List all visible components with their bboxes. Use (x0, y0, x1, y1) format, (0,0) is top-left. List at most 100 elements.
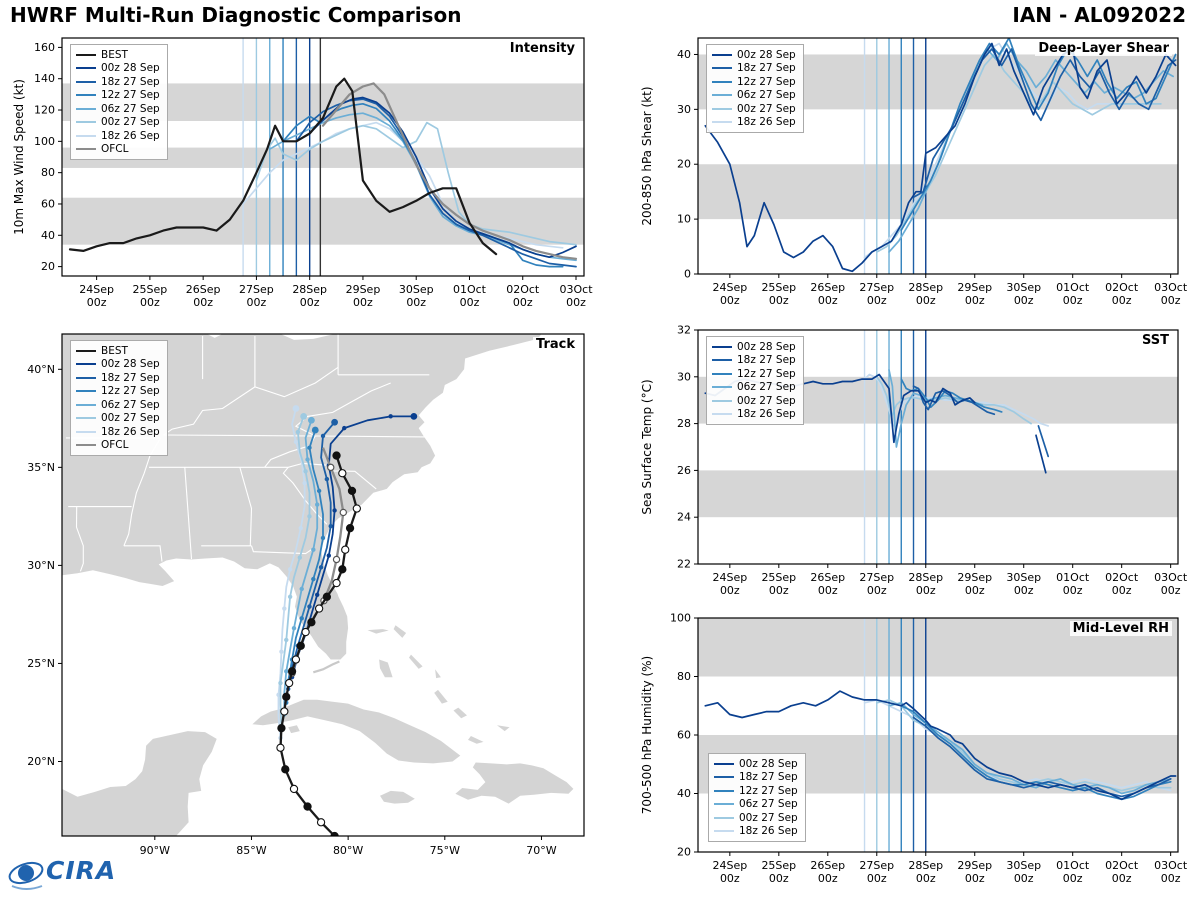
series-00z-28-Sep (1035, 434, 1047, 474)
series-00z-27-Sep (255, 121, 577, 246)
svg-text:00z: 00z (460, 296, 480, 309)
svg-text:00z: 00z (769, 872, 789, 885)
series-BEST (68, 77, 498, 256)
legend-label: 12z 27 Sep (739, 784, 798, 797)
legend-label: 18z 26 Sep (101, 129, 160, 142)
model-track-point (315, 502, 320, 507)
svg-text:80°W: 80°W (333, 844, 363, 857)
legend-item: 00z 28 Sep (712, 48, 796, 62)
legend-line-swatch (76, 121, 96, 124)
svg-text:00z: 00z (193, 296, 213, 309)
svg-text:20: 20 (677, 158, 691, 171)
legend-item: 12z 27 Sep (714, 784, 798, 798)
legend-label: 00z 28 Sep (101, 62, 160, 75)
page-title: HWRF Multi-Run Diagnostic Comparison (10, 3, 462, 27)
svg-text:29Sep: 29Sep (957, 571, 992, 584)
svg-text:28Sep: 28Sep (908, 571, 943, 584)
svg-text:22: 22 (677, 558, 691, 571)
land-polygon (468, 736, 484, 744)
model-track-point (307, 445, 312, 450)
best-track-point (280, 707, 289, 716)
legend-label: 18z 26 Sep (737, 408, 796, 421)
plot-frame (61, 37, 585, 277)
sst-panel-title: SST (1138, 333, 1172, 348)
svg-text:00z: 00z (818, 872, 838, 885)
svg-text:00z: 00z (1112, 584, 1132, 597)
svg-text:40: 40 (41, 229, 55, 242)
legend-label: 12z 27 Sep (737, 75, 796, 88)
best-track-point (322, 592, 332, 601)
legend-label: 18z 26 Sep (737, 116, 796, 129)
model-track-point (291, 625, 297, 631)
state-border (282, 466, 328, 525)
legend-label: 00z 28 Sep (737, 48, 796, 61)
track-map: 90°W 85°W 80°W 75°W 70°W 20°N 25°N 30°N 35°N 40°N (27, 333, 585, 857)
svg-text:00z: 00z (513, 296, 533, 309)
model-track-point (307, 604, 312, 609)
best-track-point (316, 818, 326, 827)
model-track-point (307, 514, 312, 519)
legend-label: 00z 28 Sep (737, 340, 796, 353)
svg-text:02Oct: 02Oct (1105, 859, 1139, 872)
svg-text:00z: 00z (1063, 872, 1083, 885)
model-track-point (342, 425, 347, 431)
model-track-point (315, 592, 320, 598)
legend-item: 12z 27 Sep (712, 75, 796, 89)
land-polygon (393, 625, 407, 638)
svg-text:03Oct: 03Oct (1154, 859, 1188, 872)
svg-text:100: 100 (34, 135, 55, 148)
svg-text:00z: 00z (406, 296, 426, 309)
series-18z-27-Sep (912, 48, 1177, 199)
legend-item: 00z 27 Sep (76, 412, 160, 426)
series-18z-26-Sep (863, 42, 1148, 259)
best-track-point (291, 655, 301, 664)
best-track-point (338, 469, 347, 478)
shade-band (62, 147, 584, 168)
legend-line-swatch (714, 762, 734, 765)
series-00z-27-Sep (875, 375, 1032, 425)
legend-label: 18z 27 Sep (101, 371, 160, 384)
svg-text:24: 24 (677, 511, 691, 524)
svg-text:28: 28 (677, 417, 691, 430)
model-track-end-point (292, 405, 300, 412)
best-track-point (347, 486, 357, 496)
svg-text:30Sep: 30Sep (399, 283, 434, 296)
legend-line-swatch (712, 80, 732, 83)
model-track-point (293, 439, 299, 445)
model-track-point (326, 553, 331, 558)
svg-text:28Sep: 28Sep (908, 859, 943, 872)
legend-line-swatch (76, 444, 96, 447)
model-track-point (311, 576, 316, 582)
model-track-point (328, 523, 333, 529)
legend-label: 18z 26 Sep (101, 425, 160, 438)
svg-text:00z: 00z (818, 584, 838, 597)
legend-line-swatch (76, 80, 96, 83)
legend-item: 06z 27 Sep (76, 398, 160, 412)
legend-line-swatch (712, 67, 732, 70)
svg-text:00z: 00z (867, 584, 887, 597)
intensity-y-axis-label: 10m Max Wind Speed (kt) (12, 79, 26, 235)
model-track-point (287, 567, 293, 572)
map-area (62, 334, 574, 836)
legend-item: 00z 28 Sep (714, 757, 798, 771)
svg-text:20: 20 (41, 260, 55, 273)
legend-item: 00z 27 Sep (712, 394, 796, 408)
series-18z-27-Sep (912, 716, 1172, 798)
svg-text:03Oct: 03Oct (559, 283, 593, 296)
legend: BEST 00z 28 Sep 18z 27 Sep 12z 27 Sep 06z 27… (70, 340, 168, 456)
legend-item: 18z 26 Sep (712, 408, 796, 422)
legend-line-swatch (76, 53, 96, 56)
svg-text:01Oct: 01Oct (1056, 281, 1090, 294)
lake-polygon (280, 334, 335, 340)
svg-text:00z: 00z (1161, 872, 1181, 885)
land-polygon (252, 699, 461, 764)
svg-text:60: 60 (677, 729, 691, 742)
svg-text:00z: 00z (1112, 294, 1132, 307)
svg-text:00z: 00z (818, 294, 838, 307)
legend-label: 06z 27 Sep (737, 89, 796, 102)
track-map-panel: 90°W 85°W 80°W 75°W 70°W 20°N 25°N 30°N 35°N 40°N… (8, 326, 596, 882)
legend-item: 00z 28 Sep (712, 340, 796, 354)
plot-frame (697, 329, 1179, 565)
state-border (294, 382, 391, 437)
svg-text:30: 30 (677, 370, 691, 383)
